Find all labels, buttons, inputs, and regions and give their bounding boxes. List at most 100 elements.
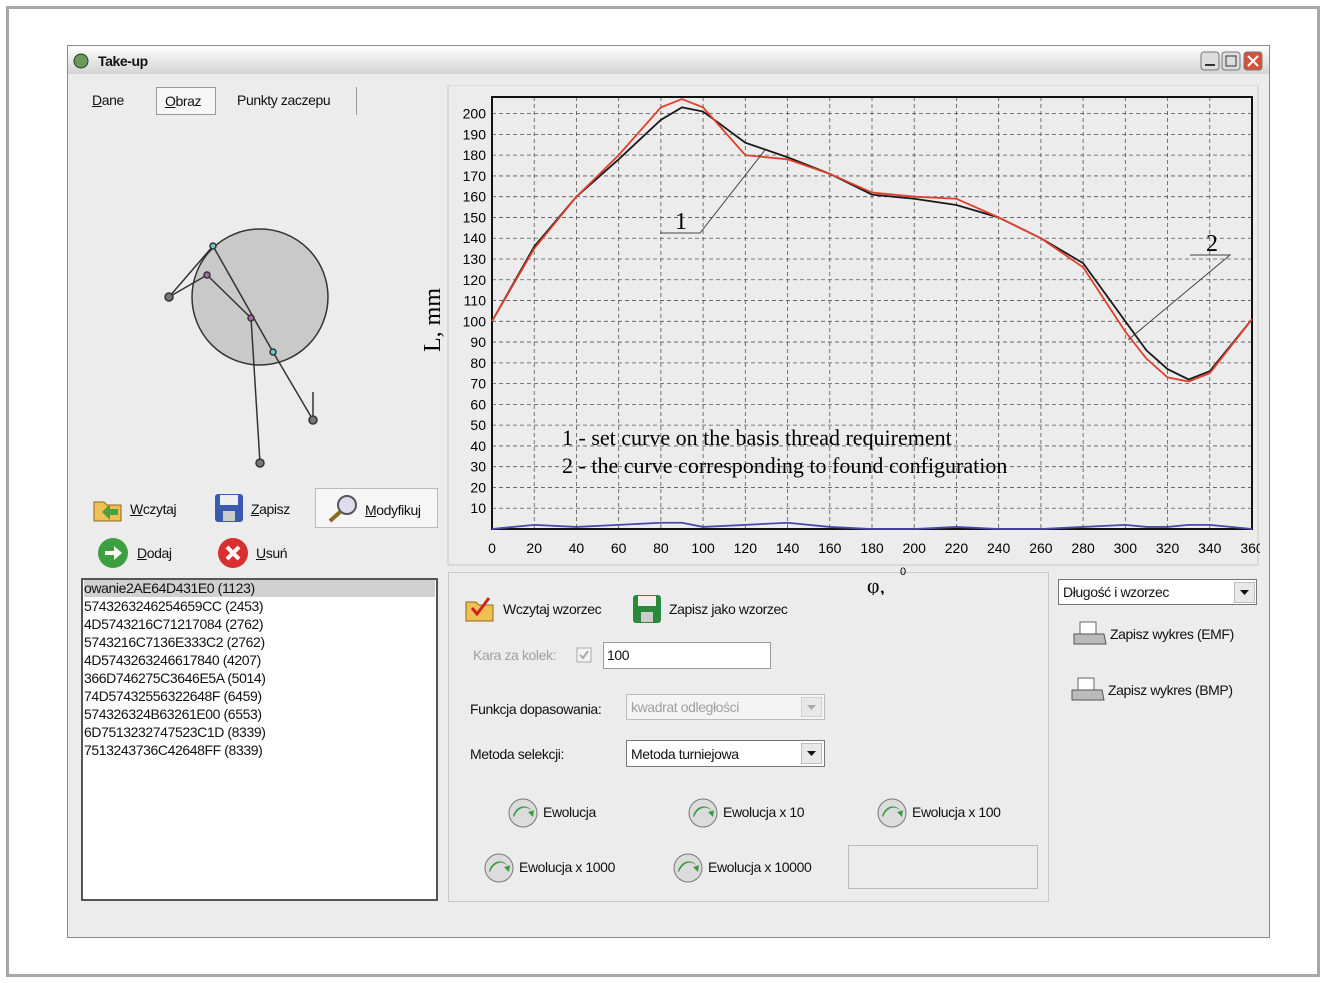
remove-icon (216, 537, 250, 569)
status-box (848, 845, 1038, 889)
x-tick-label: 20 (526, 540, 542, 556)
x-tick-label: 40 (569, 540, 585, 556)
y-tick-label: 10 (470, 500, 486, 516)
list-item[interactable]: 6D7513232747523C1D (8339) (84, 724, 435, 741)
selection-label: Metoda selekcji: (470, 746, 564, 762)
pattern-save-icon (632, 594, 662, 624)
save-emf-button[interactable]: Zapisz wykres (EMF) (1110, 626, 1234, 642)
list-item[interactable]: 74D57432556322648F (6459) (84, 688, 435, 705)
x-tick-label: 180 (860, 540, 884, 556)
x-tick-label: 240 (987, 540, 1011, 556)
app-icon (72, 52, 90, 70)
evolution-icon (876, 797, 908, 829)
printer-icon (1072, 620, 1108, 650)
penalty-value: 100 (607, 647, 629, 663)
evolution-button[interactable]: Ewolucja x 10000 (708, 859, 811, 875)
combo-arrow (801, 743, 822, 764)
x-tick-label: 280 (1071, 540, 1095, 556)
modify-icon (327, 493, 361, 523)
chart: L, mm 1020304050607080901001101201301401… (400, 85, 1260, 595)
list-item[interactable]: 4D5743216C71217084 (2762) (84, 616, 435, 633)
y-tick-label: 200 (463, 106, 487, 122)
list-item[interactable]: 5743263246254659CC (2453) (84, 598, 435, 615)
annotation: 1 (675, 209, 687, 235)
x-axis-label: φ, (867, 573, 885, 595)
y-tick-label: 190 (463, 126, 487, 142)
evolution-icon (672, 852, 704, 884)
list-item[interactable]: 574326324B63261E00 (6553) (84, 706, 435, 723)
tab[interactable]: Dane (92, 92, 124, 108)
x-tick-label: 80 (653, 540, 669, 556)
tab-separator (356, 87, 357, 115)
save-bmp-button[interactable]: Zapisz wykres (BMP) (1108, 682, 1233, 698)
x-tick-label: 220 (945, 540, 969, 556)
y-tick-label: 180 (463, 147, 487, 163)
evolution-button[interactable]: Ewolucja x 10 (723, 804, 804, 820)
x-tick-label: 360 (1240, 540, 1260, 556)
evolution-icon (687, 797, 719, 829)
x-axis-label-sup: 0 (900, 566, 906, 578)
pattern-save-button[interactable]: Zapisz jako wzorzec (669, 601, 787, 617)
tab[interactable]: Punkty zaczepu (237, 92, 330, 108)
list-item[interactable]: 366D746275C3646E5A (5014) (84, 670, 435, 687)
y-tick-label: 80 (470, 355, 486, 371)
x-tick-label: 320 (1156, 540, 1180, 556)
y-tick-label: 40 (470, 438, 486, 454)
pattern-load-icon (464, 594, 498, 624)
list-item[interactable]: 5743216C7136E333C2 (2762) (84, 634, 435, 651)
x-tick-label: 100 (691, 540, 715, 556)
y-tick-label: 100 (463, 313, 487, 329)
x-tick-label: 340 (1198, 540, 1222, 556)
y-tick-label: 70 (470, 376, 486, 392)
y-tick-label: 60 (470, 396, 486, 412)
legend-line: 1 - set curve on the basis thread requir… (562, 425, 952, 450)
evolution-button[interactable]: Ewolucja (543, 804, 596, 820)
evolution-icon (483, 852, 515, 884)
x-tick-label: 160 (818, 540, 842, 556)
combo-arrow (801, 697, 822, 717)
remove-button[interactable]: Usuń (256, 545, 287, 561)
y-tick-label: 160 (463, 189, 487, 205)
list-item[interactable]: 7513243736C42648FF (8339) (84, 742, 435, 759)
title-bar (68, 46, 1269, 74)
evolution-button[interactable]: Ewolucja x 1000 (519, 859, 615, 875)
legend-line: 2 - the curve corresponding to found con… (562, 453, 1007, 478)
y-tick-label: 140 (463, 230, 487, 246)
save-button[interactable]: Zapisz (251, 501, 290, 517)
x-tick-label: 260 (1029, 540, 1053, 556)
y-tick-label: 30 (470, 459, 486, 475)
y-tick-label: 20 (470, 479, 486, 495)
penalty-checkbox[interactable] (576, 647, 592, 663)
evolution-icon (507, 797, 539, 829)
y-axis-label: L, mm (420, 288, 446, 352)
window-title: Take-up (98, 53, 148, 69)
evolution-button[interactable]: Ewolucja x 100 (912, 804, 1001, 820)
list-item[interactable]: owanie2AE64D431E0 (1123) (84, 580, 435, 597)
selection-value: Metoda turniejowa (631, 746, 739, 762)
fit-value: kwadrat odległości (631, 699, 739, 715)
load-button[interactable]: Wczytaj (130, 501, 176, 517)
mechanism (150, 220, 350, 480)
y-tick-label: 50 (470, 417, 486, 433)
x-tick-label: 120 (734, 540, 758, 556)
pattern-load-button[interactable]: Wczytaj wzorzec (503, 601, 601, 617)
annotation: 2 (1206, 231, 1218, 257)
x-tick-label: 200 (903, 540, 927, 556)
save-icon (214, 493, 244, 523)
window-controls[interactable] (1200, 51, 1266, 71)
x-tick-label: 60 (611, 540, 627, 556)
list-item[interactable]: 4D5743263246617840 (4207) (84, 652, 435, 669)
page: Take-up Dane Obraz Punkty zaczepu Wczyta… (0, 0, 1326, 983)
x-tick-label: 0 (488, 540, 496, 556)
tab[interactable]: Obraz (165, 93, 201, 109)
printer-icon (1070, 676, 1106, 706)
y-tick-label: 170 (463, 168, 487, 184)
add-button[interactable]: Dodaj (137, 545, 172, 561)
add-icon (97, 537, 129, 569)
y-tick-label: 110 (464, 293, 487, 309)
fit-label: Funkcja dopasowania: (470, 701, 601, 717)
y-tick-label: 150 (463, 209, 487, 225)
x-tick-label: 140 (776, 540, 800, 556)
y-tick-label: 120 (463, 272, 487, 288)
y-tick-label: 130 (463, 251, 487, 267)
